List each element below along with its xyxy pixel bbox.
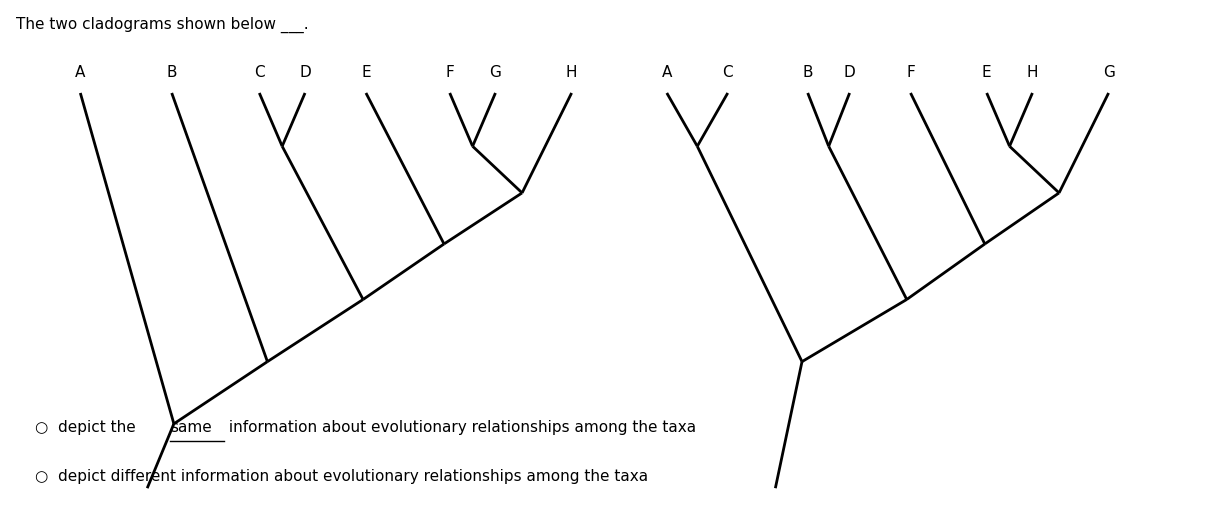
- Text: A: A: [661, 65, 672, 79]
- Text: D: D: [299, 65, 310, 79]
- Text: C: C: [723, 65, 733, 79]
- Text: ○  depict the: ○ depict the: [34, 420, 140, 435]
- Text: E: E: [361, 65, 371, 79]
- Text: information about evolutionary relationships among the taxa: information about evolutionary relations…: [223, 420, 696, 435]
- Text: The two cladograms shown below ___.: The two cladograms shown below ___.: [16, 17, 309, 33]
- Text: same: same: [171, 420, 212, 435]
- Text: A: A: [75, 65, 86, 79]
- Text: G: G: [1103, 65, 1114, 79]
- Text: B: B: [167, 65, 177, 79]
- Text: F: F: [445, 65, 454, 79]
- Text: ○  depict different information about evolutionary relationships among the taxa: ○ depict different information about evo…: [34, 469, 648, 484]
- Text: H: H: [566, 65, 578, 79]
- Text: C: C: [254, 65, 265, 79]
- Text: D: D: [844, 65, 855, 79]
- Text: B: B: [802, 65, 814, 79]
- Text: F: F: [907, 65, 915, 79]
- Text: H: H: [1027, 65, 1038, 79]
- Text: G: G: [490, 65, 502, 79]
- Text: E: E: [982, 65, 991, 79]
